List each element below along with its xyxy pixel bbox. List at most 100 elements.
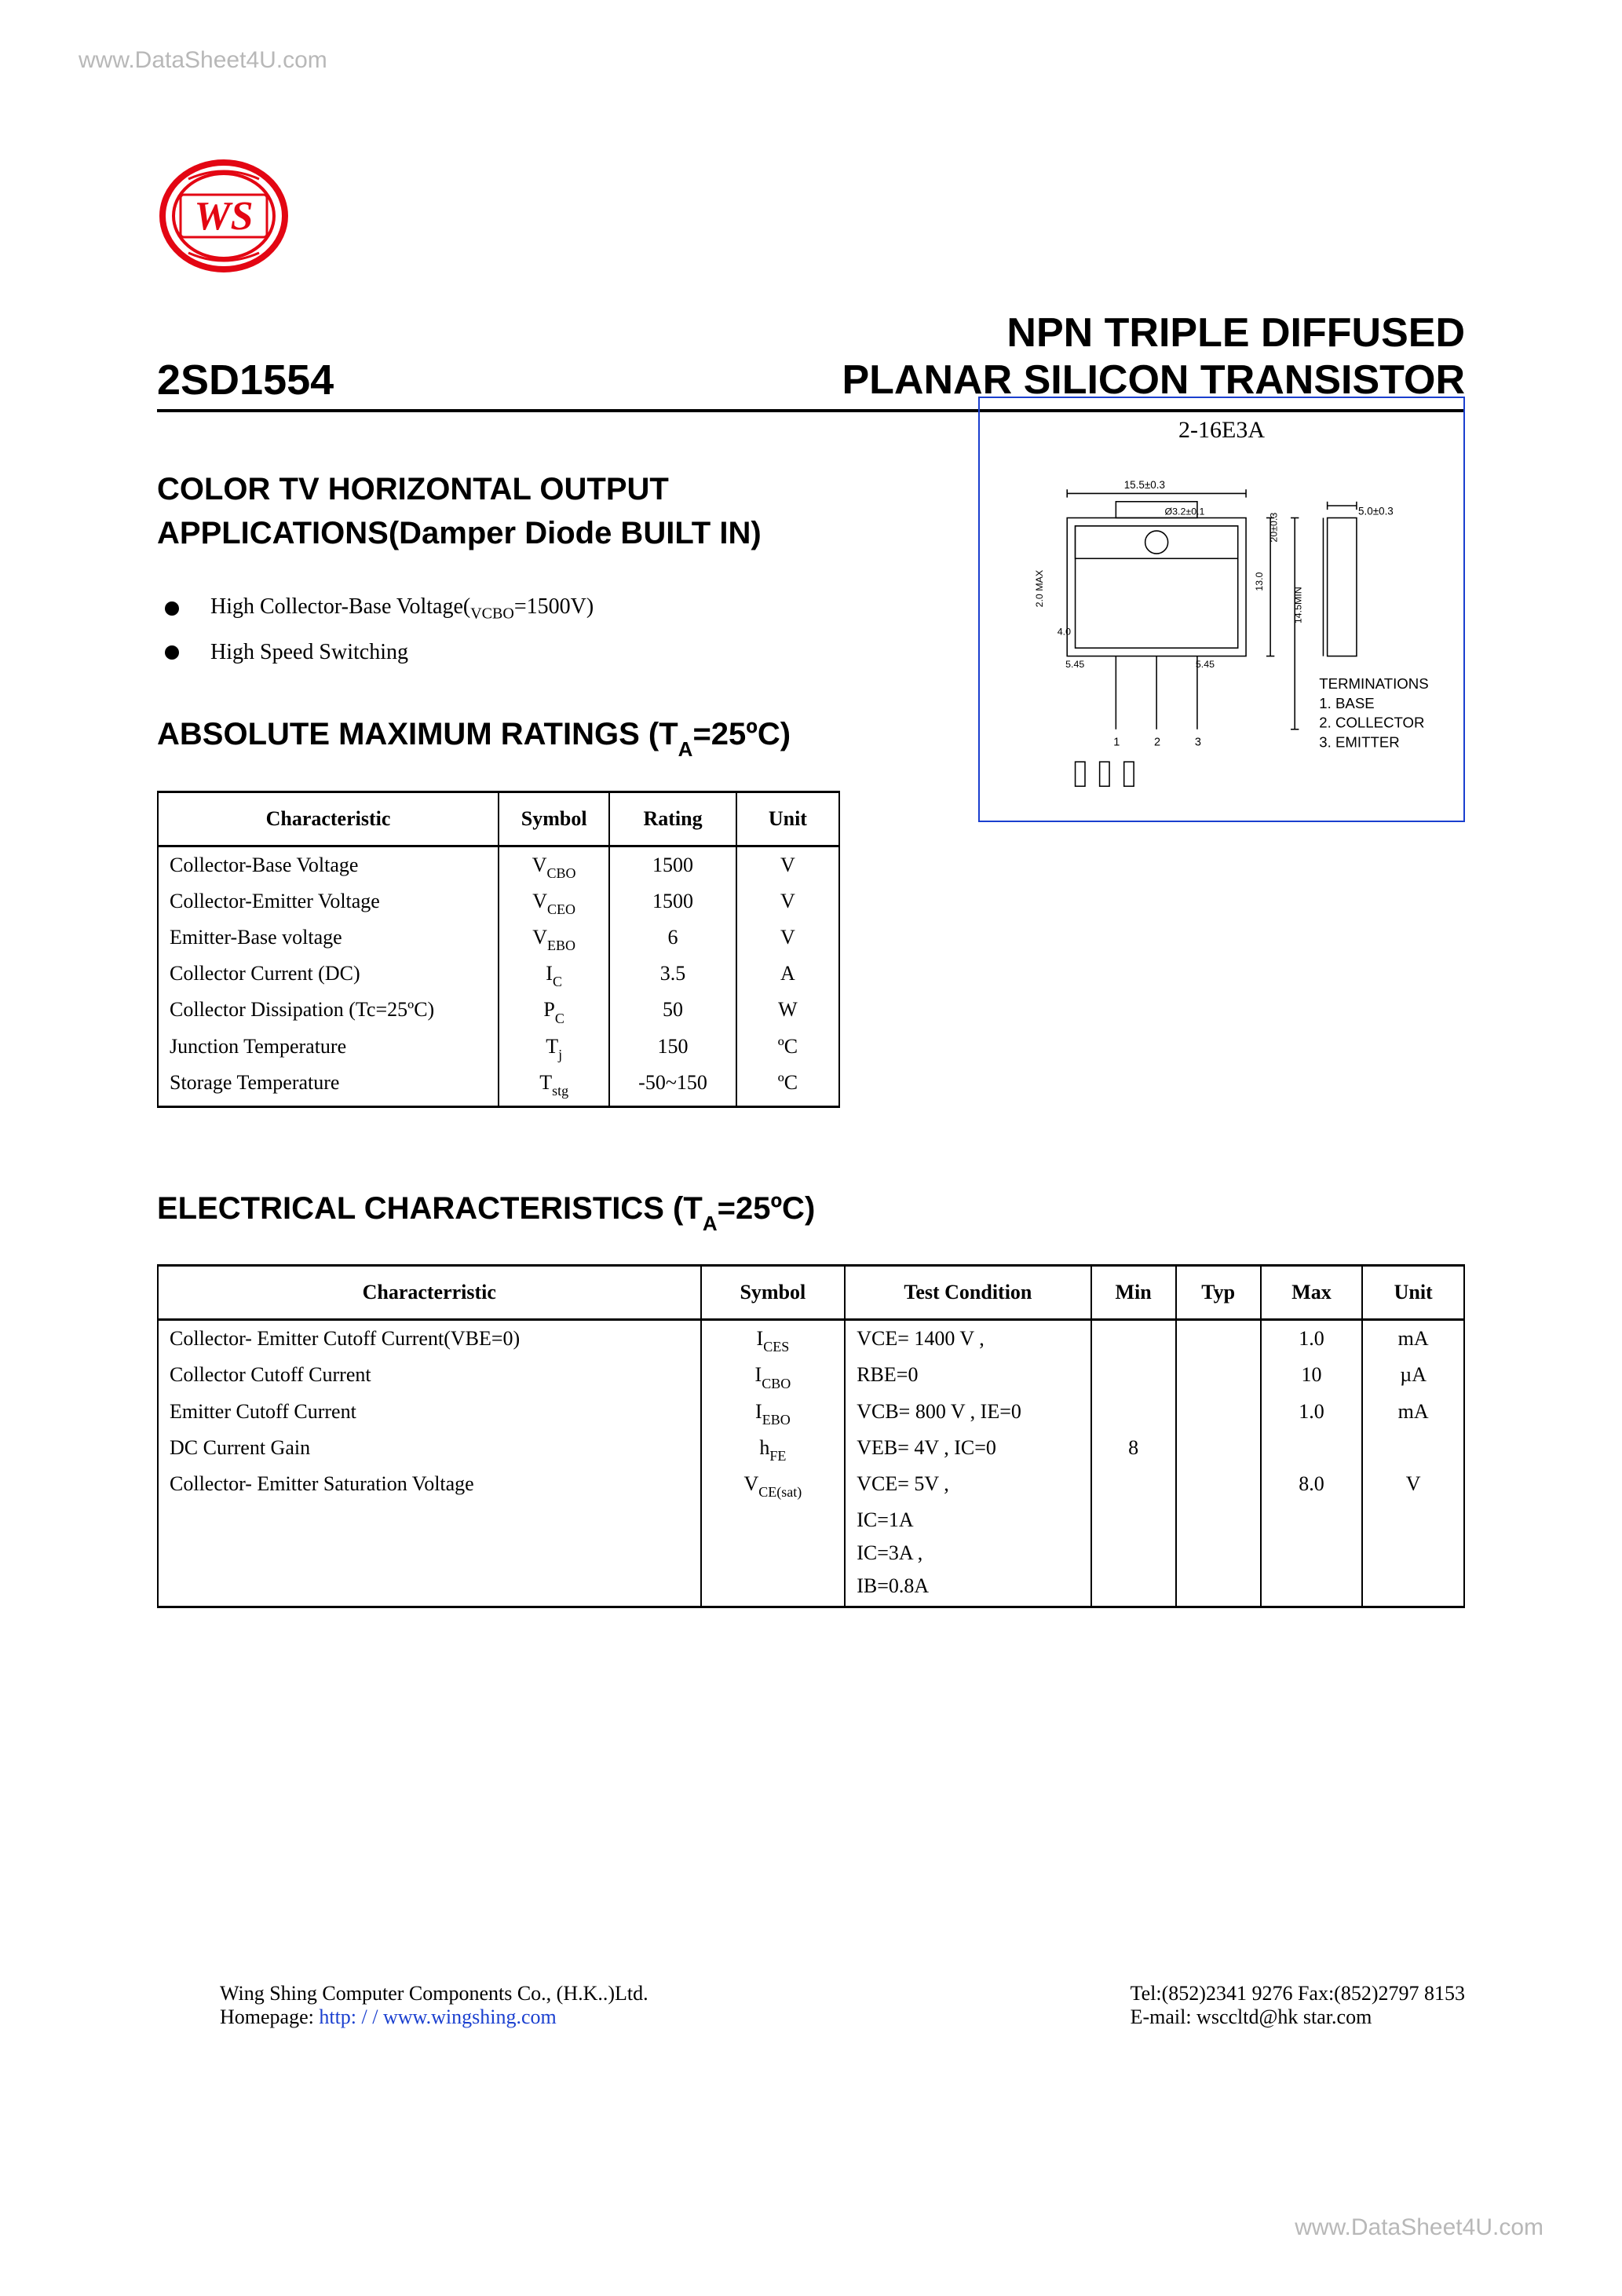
bullet-dot-icon	[165, 601, 179, 616]
svg-text:Ø3.2±0.1: Ø3.2±0.1	[1165, 506, 1205, 517]
table-cell: 8.0	[1261, 1468, 1363, 1504]
table-row: Emitter-Base voltageVEBO6V	[158, 921, 839, 957]
table-cell: ºC	[736, 1066, 839, 1107]
table-cell: Junction Temperature	[158, 1030, 499, 1066]
table-cell: Tstg	[499, 1066, 609, 1107]
table-cell: -50~150	[609, 1066, 736, 1107]
table-cell: Emitter Cutoff Current	[158, 1395, 701, 1431]
table-row: IB=0.8A	[158, 1570, 1464, 1607]
table-row: DC Current GainhFEVEB= 4V , IC=08	[158, 1431, 1464, 1468]
table-cell	[1176, 1395, 1261, 1431]
table-cell: µA	[1362, 1358, 1464, 1395]
table-cell	[1091, 1570, 1176, 1607]
table-cell	[1362, 1570, 1464, 1607]
bullet-text: High Collector-Base Voltage(VCBO=1500V)	[210, 594, 594, 623]
table-cell: VCE= 5V ,	[845, 1468, 1090, 1504]
table-cell: 8	[1091, 1431, 1176, 1468]
application-heading-l1: COLOR TV HORIZONTAL OUTPUT	[157, 472, 669, 506]
elec-heading-text: ELECTRICAL CHARACTERISTICS (T	[157, 1191, 703, 1226]
table-cell	[1091, 1395, 1176, 1431]
table-cell: IB=0.8A	[845, 1570, 1090, 1607]
title-block: NPN TRIPLE DIFFUSED PLANAR SILICON TRANS…	[842, 310, 1465, 404]
table-cell: mA	[1362, 1395, 1464, 1431]
table-cell: mA	[1362, 1320, 1464, 1359]
table-cell	[1362, 1504, 1464, 1537]
table-header: Test Condition	[845, 1266, 1090, 1320]
table-cell: Collector-Base Voltage	[158, 846, 499, 885]
term-1: 1. BASE	[1319, 694, 1374, 711]
table-cell: PC	[499, 993, 609, 1029]
table-cell: V	[736, 921, 839, 957]
table-cell	[1261, 1570, 1363, 1607]
table-cell: IEBO	[701, 1395, 846, 1431]
table-cell: 1500	[609, 885, 736, 921]
package-outline-box: 2-16E3A 1	[978, 397, 1465, 822]
table-cell: VCE(sat)	[701, 1468, 846, 1504]
table-cell	[158, 1537, 701, 1570]
footer-homepage-link[interactable]: http: / / www.wingshing.com	[319, 2005, 556, 2028]
table-cell: ICES	[701, 1320, 846, 1359]
table-header: Characteristic	[158, 792, 499, 846]
table-cell: A	[736, 957, 839, 993]
table-header: Symbol	[701, 1266, 846, 1320]
elec-heading: ELECTRICAL CHARACTERISTICS (TA=25ºC)	[157, 1186, 1465, 1233]
table-cell: Collector Dissipation (Tc=25ºC)	[158, 993, 499, 1029]
elec-heading-tail: =25ºC)	[718, 1191, 816, 1226]
watermark-bottom: www.DataSheet4U.com	[1295, 2214, 1543, 2241]
table-cell: Storage Temperature	[158, 1066, 499, 1107]
table-cell	[701, 1504, 846, 1537]
table-header: Unit	[1362, 1266, 1464, 1320]
table-row: Collector Current (DC)IC3.5A	[158, 957, 839, 993]
table-cell	[1176, 1468, 1261, 1504]
table-row: IC=3A ,	[158, 1537, 1464, 1570]
footer-left: Wing Shing Computer Components Co., (H.K…	[220, 1982, 648, 2029]
table-cell: W	[736, 993, 839, 1029]
table-cell: 3.5	[609, 957, 736, 993]
bullet-dot-icon	[165, 645, 179, 660]
table-row: Storage TemperatureTstg-50~150ºC	[158, 1066, 839, 1107]
footer-company: Wing Shing Computer Components Co., (H.K…	[220, 1982, 648, 2005]
table-header: Rating	[609, 792, 736, 846]
table-cell	[158, 1504, 701, 1537]
table-header: Max	[1261, 1266, 1363, 1320]
table-cell: Collector Current (DC)	[158, 957, 499, 993]
svg-text:13.0: 13.0	[1254, 572, 1265, 590]
table-row: Emitter Cutoff CurrentIEBOVCB= 800 V , I…	[158, 1395, 1464, 1431]
table-cell	[1176, 1504, 1261, 1537]
package-drawing: 1 2 3 15.5±0.3 20±0.3	[994, 461, 1449, 803]
table-cell: Collector- Emitter Cutoff Current(VBE=0)	[158, 1320, 701, 1359]
svg-text:15.5±0.3: 15.5±0.3	[1124, 479, 1165, 491]
table-cell	[1176, 1570, 1261, 1607]
table-row: Collector Dissipation (Tc=25ºC)PC50W	[158, 993, 839, 1029]
table-cell	[1091, 1358, 1176, 1395]
table-cell: ICBO	[701, 1358, 846, 1395]
table-cell	[1261, 1504, 1363, 1537]
table-row: Collector Cutoff CurrentICBORBE=010µA	[158, 1358, 1464, 1395]
ratings-heading-sub: A	[678, 737, 693, 761]
table-cell	[1091, 1504, 1176, 1537]
table-header: Characterristic	[158, 1266, 701, 1320]
table-cell: Tj	[499, 1030, 609, 1066]
table-cell: Collector-Emitter Voltage	[158, 885, 499, 921]
table-row: Junction TemperatureTj150ºC	[158, 1030, 839, 1066]
svg-text:20±0.3: 20±0.3	[1268, 512, 1279, 542]
table-cell: VEB= 4V , IC=0	[845, 1431, 1090, 1468]
table-cell: V	[1362, 1468, 1464, 1504]
table-cell: ºC	[736, 1030, 839, 1066]
table-cell	[158, 1570, 701, 1607]
table-cell: VEBO	[499, 921, 609, 957]
bullet-list: High Collector-Base Voltage(VCBO=1500V)H…	[165, 594, 931, 666]
table-row: Collector-Base VoltageVCBO1500V	[158, 846, 839, 885]
term-2: 2. COLLECTOR	[1319, 714, 1424, 730]
ratings-heading-tail: =25ºC)	[692, 717, 791, 751]
table-cell: DC Current Gain	[158, 1431, 701, 1468]
table-header: Unit	[736, 792, 839, 846]
table-row: Collector- Emitter Cutoff Current(VBE=0)…	[158, 1320, 1464, 1359]
table-cell	[701, 1537, 846, 1570]
footer-homepage-label: Homepage:	[220, 2005, 319, 2028]
logo-ws: WS	[157, 157, 290, 275]
table-cell: 50	[609, 993, 736, 1029]
table-cell	[701, 1570, 846, 1607]
table-cell: 1.0	[1261, 1395, 1363, 1431]
table-cell	[1176, 1320, 1261, 1359]
